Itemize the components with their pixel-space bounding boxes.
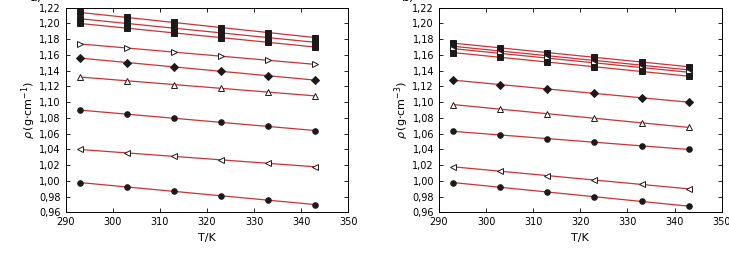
Text: b): b) — [402, 0, 415, 4]
Y-axis label: $\rho\,(\mathrm{g{\cdot}cm^{-1}})$: $\rho\,(\mathrm{g{\cdot}cm^{-1}})$ — [19, 81, 38, 139]
X-axis label: T/K: T/K — [572, 233, 589, 243]
Y-axis label: $\rho\,(\mathrm{g{\cdot}cm^{-3}})$: $\rho\,(\mathrm{g{\cdot}cm^{-3}})$ — [392, 81, 411, 139]
X-axis label: T/K: T/K — [198, 233, 216, 243]
Text: a): a) — [29, 0, 42, 4]
